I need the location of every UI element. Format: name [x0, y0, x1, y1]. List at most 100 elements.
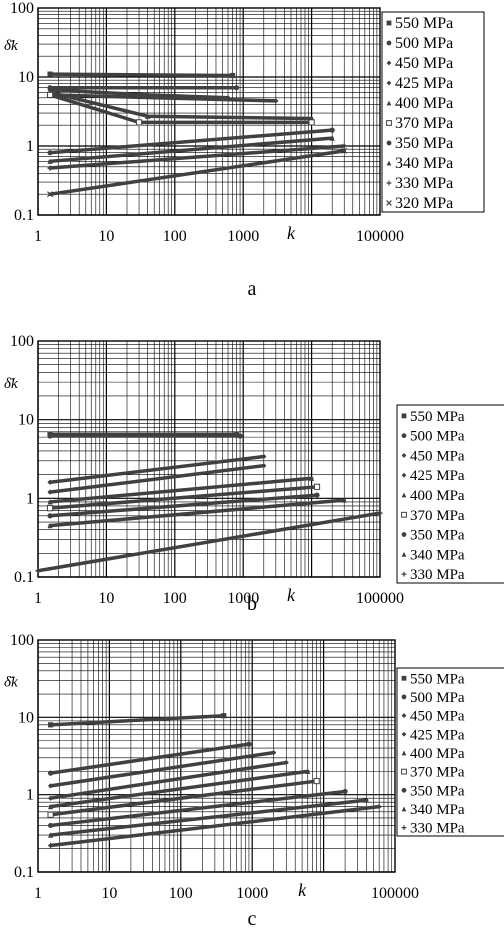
data-point — [233, 85, 240, 91]
legend-entry: 320 MPa — [395, 195, 453, 212]
legend-marker — [386, 80, 392, 86]
data-point — [309, 475, 315, 481]
legend-entry: 370 MPa — [410, 765, 465, 781]
legend-entry: 425 MPa — [410, 468, 465, 484]
series-line — [48, 144, 346, 170]
data-point — [246, 741, 252, 747]
y-tick-label: 100 — [10, 632, 34, 649]
grid-a — [37, 8, 380, 216]
data-point — [46, 505, 54, 512]
plot-frame-c — [37, 639, 396, 873]
series-line — [48, 798, 369, 837]
chart-panel-a: 0.1 1 10 100 1 10 100 1000 100000 k δ̄k 550 MPa 500 … — [0, 0, 504, 300]
y-tick-label: 100 — [10, 333, 34, 350]
legend-entry: 450 MPa — [395, 55, 453, 72]
series-group-c — [47, 713, 382, 849]
legend-marker — [401, 571, 407, 577]
data-point — [377, 510, 383, 516]
data-point — [47, 433, 53, 439]
legend-entry: 340 MPa — [395, 155, 453, 172]
data-point — [47, 191, 54, 198]
series-group-b — [35, 431, 383, 574]
legend-entry: 450 MPa — [410, 448, 465, 464]
y-tick-label: 0.1 — [14, 569, 34, 586]
data-point — [221, 713, 227, 719]
legend-entry: 350 MPa — [410, 783, 465, 799]
legend-entry: 330 MPa — [395, 175, 453, 192]
series-line — [48, 136, 334, 164]
legend-marker — [386, 160, 392, 166]
x-tick-label: 10 — [101, 885, 117, 902]
x-axis-label: k — [298, 880, 307, 900]
legend-entry: 340 MPa — [410, 547, 465, 563]
legend-marker — [401, 472, 407, 478]
data-point — [135, 119, 143, 126]
legend-marker — [386, 140, 392, 146]
legend-entry: 370 MPa — [410, 508, 465, 524]
y-axis-label: δ̄k — [4, 376, 18, 392]
series-line — [48, 485, 319, 510]
y-tick-label: 0.1 — [14, 864, 34, 881]
grid-b — [37, 341, 380, 578]
series-line — [36, 511, 382, 573]
series-line — [48, 769, 310, 809]
data-point — [329, 127, 335, 133]
data-point — [46, 91, 54, 99]
series-line — [48, 149, 346, 196]
data-point — [144, 113, 151, 119]
legend-b: 550 MPa 500 MPa 450 MPa 425 MPa 400 MPa 370 M… — [396, 404, 504, 584]
legend-box — [381, 11, 485, 213]
legend-entry: 400 MPa — [410, 746, 465, 762]
legend-entry: 425 MPa — [395, 75, 453, 92]
legend-entry: 350 MPa — [395, 135, 453, 152]
x-tick-label: 100000 — [371, 885, 419, 902]
x-tick-label: 100000 — [356, 590, 404, 607]
legend-box — [396, 404, 504, 584]
x-tick-label: 100 — [163, 228, 187, 245]
data-point — [47, 822, 54, 829]
data-point — [47, 770, 54, 776]
legend-marker — [401, 768, 407, 775]
legend-marker — [401, 511, 407, 518]
x-tick-label: 100 — [169, 885, 193, 902]
plot-frame-a — [37, 7, 381, 216]
panel-caption: b — [247, 593, 257, 615]
series-group-a — [46, 71, 348, 198]
data-point — [273, 98, 279, 104]
legend-entry: 500 MPa — [410, 690, 465, 706]
data-point — [47, 783, 54, 789]
legend-marker — [401, 713, 407, 718]
legend-marker — [386, 120, 392, 126]
legend-marker — [386, 40, 392, 46]
legend-entry: 550 MPa — [410, 409, 465, 425]
x-tick-label: 10 — [98, 228, 114, 245]
legend-entry: 500 MPa — [395, 35, 453, 52]
x-tick-label: 1 — [34, 228, 42, 245]
grid-c — [37, 640, 395, 873]
y-axis-label: δ̄k — [4, 674, 18, 690]
x-tick-label: 10 — [98, 590, 114, 607]
data-point — [341, 147, 348, 154]
legend-marker — [386, 100, 392, 106]
series-line — [48, 498, 346, 528]
x-tick-label: 1000 — [236, 885, 268, 902]
data-point — [47, 71, 53, 77]
series-line — [48, 93, 278, 103]
legend-marker — [401, 492, 407, 498]
legend-marker — [401, 675, 407, 681]
y-tick-label: 10 — [18, 412, 34, 429]
legend-entry: 450 MPa — [410, 709, 465, 725]
series-line — [48, 742, 251, 775]
data-point — [341, 497, 347, 503]
x-tick-label: 1000 — [227, 590, 259, 607]
legend-marker — [386, 200, 392, 206]
data-point — [35, 568, 41, 574]
data-point — [47, 158, 53, 164]
data-point — [305, 768, 311, 774]
legend-entry: 330 MPa — [410, 821, 465, 837]
data-point — [47, 513, 53, 519]
legend-entry: 550 MPa — [395, 15, 453, 32]
series-line — [48, 72, 235, 78]
series-line — [48, 804, 381, 848]
